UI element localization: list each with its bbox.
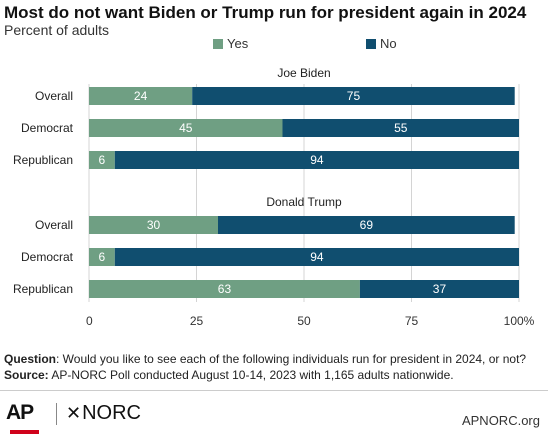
bar-no-1-1 [114,248,520,266]
bar-no-0-1 [282,119,519,137]
chart-subtitle: Percent of adults [4,22,110,38]
row-label-1-0: Overall [35,218,73,232]
data-label-yes-0-1: 45 [179,121,193,135]
ap-logo-underline [10,430,39,434]
row-label-1-1: Democrat [21,250,74,264]
bar-yes-1-2 [89,280,360,298]
question-text: : Would you like to see each of the foll… [56,352,527,366]
data-label-yes-1-1: 6 [99,250,106,264]
group-label-1: Donald Trump [266,195,342,209]
x-tick-label-3: 75 [405,314,419,328]
data-label-no-0-1: 55 [394,121,408,135]
legend-label-no: No [380,36,397,51]
bar-yes-1-0 [89,216,218,234]
x-tick-label-4: 100% [504,314,535,328]
norc-logo: ✕NORC [66,402,141,425]
legend-label-yes: Yes [227,36,249,51]
norc-star-icon: ✕ [66,403,82,423]
group-label-0: Joe Biden [277,66,330,80]
legend-swatch-yes [213,39,223,49]
data-label-yes-1-0: 30 [147,218,161,232]
logo-separator [56,403,57,425]
row-label-0-1: Democrat [21,121,74,135]
x-tick-label-1: 25 [190,314,204,328]
bar-no-0-2 [114,151,520,169]
norc-wordmark: NORC [82,402,141,424]
bar-yes-0-0 [89,87,193,105]
row-label-0-0: Overall [35,89,73,103]
data-label-yes-0-0: 24 [134,89,148,103]
footer-question: Question: Would you like to see each of … [4,352,548,366]
ap-logo: AP [6,401,34,424]
footer-source: Source: AP-NORC Poll conducted August 10… [4,368,548,382]
bar-yes-0-1 [89,119,283,137]
stacked-bar-chart: Yes No Joe Biden Overall 24 75 Democrat 45 55 Rep… [13,36,535,328]
data-label-no-1-0: 69 [360,218,374,232]
source-label: Source: [4,368,49,382]
question-label: Question [4,352,57,366]
site-url: APNORC.org [461,413,540,428]
chart-title: Most do not want Biden or Trump run for … [4,3,527,22]
x-tick-label-0: 0 [86,314,93,328]
bar-no-1-2 [359,280,519,298]
bar-yes-1-1 [89,248,115,266]
x-tick-label-2: 50 [297,314,311,328]
data-label-no-0-2: 94 [310,153,324,167]
source-text: AP-NORC Poll conducted August 10-14, 202… [48,368,454,382]
bar-yes-0-2 [89,151,115,169]
data-label-no-1-1: 94 [310,250,324,264]
bar-no-1-0 [218,216,515,234]
bar-no-0-0 [192,87,515,105]
legend-swatch-no [366,39,376,49]
data-label-no-0-0: 75 [347,89,361,103]
data-label-no-1-2: 37 [433,282,447,296]
row-label-0-2: Republican [13,153,73,167]
data-label-yes-0-2: 6 [99,153,106,167]
footer-divider [0,390,548,391]
data-label-yes-1-2: 63 [218,282,232,296]
row-label-1-2: Republican [13,282,73,296]
